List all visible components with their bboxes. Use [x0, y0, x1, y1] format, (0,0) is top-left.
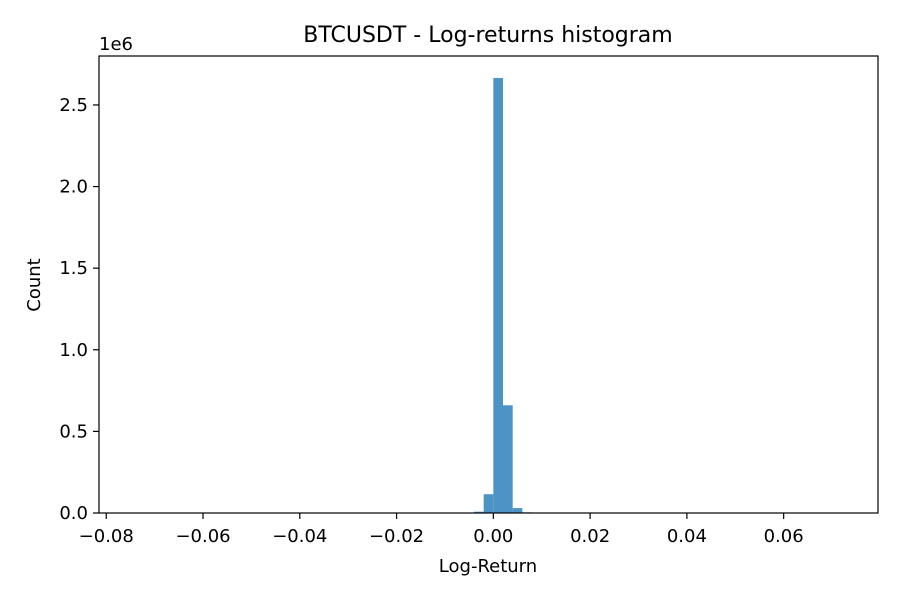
bars-group	[473, 78, 533, 513]
x-axis-label: Log-Return	[439, 556, 537, 577]
x-tick-label: −0.08	[79, 526, 134, 547]
histogram-bar	[503, 405, 513, 513]
x-tick-label: 0.00	[473, 526, 513, 547]
y-axis: 0.0 0.5 1.0 1.5 2.0 2.5	[59, 95, 99, 524]
plot-frame	[98, 55, 879, 514]
histogram-bar	[512, 508, 523, 513]
histogram-bar	[493, 78, 504, 513]
x-tick-label: −0.02	[369, 526, 424, 547]
y-tick-label: 2.0	[59, 177, 88, 198]
y-tick-label: 1.5	[59, 258, 88, 279]
x-tick-label: 0.04	[667, 526, 707, 547]
y-axis-label: Count	[24, 258, 45, 311]
x-tick-label: −0.06	[175, 526, 230, 547]
histogram-bar	[483, 494, 494, 513]
x-tick-label: 0.02	[570, 526, 610, 547]
histogram-bar	[473, 511, 484, 513]
x-axis: −0.08 −0.06 −0.04 −0.02 0.00 0.02 0.04 0.06	[79, 513, 804, 547]
y-tick-label: 1.0	[59, 340, 88, 361]
y-offset-label: 1e6	[99, 34, 133, 55]
x-tick-label: −0.04	[272, 526, 327, 547]
y-tick-label: 0.5	[59, 421, 88, 442]
x-tick-label: 0.06	[764, 526, 804, 547]
y-tick-label: 2.5	[59, 95, 88, 116]
y-tick-label: 0.0	[59, 503, 88, 524]
chart-title: BTCUSDT - Log-returns histogram	[303, 23, 672, 48]
